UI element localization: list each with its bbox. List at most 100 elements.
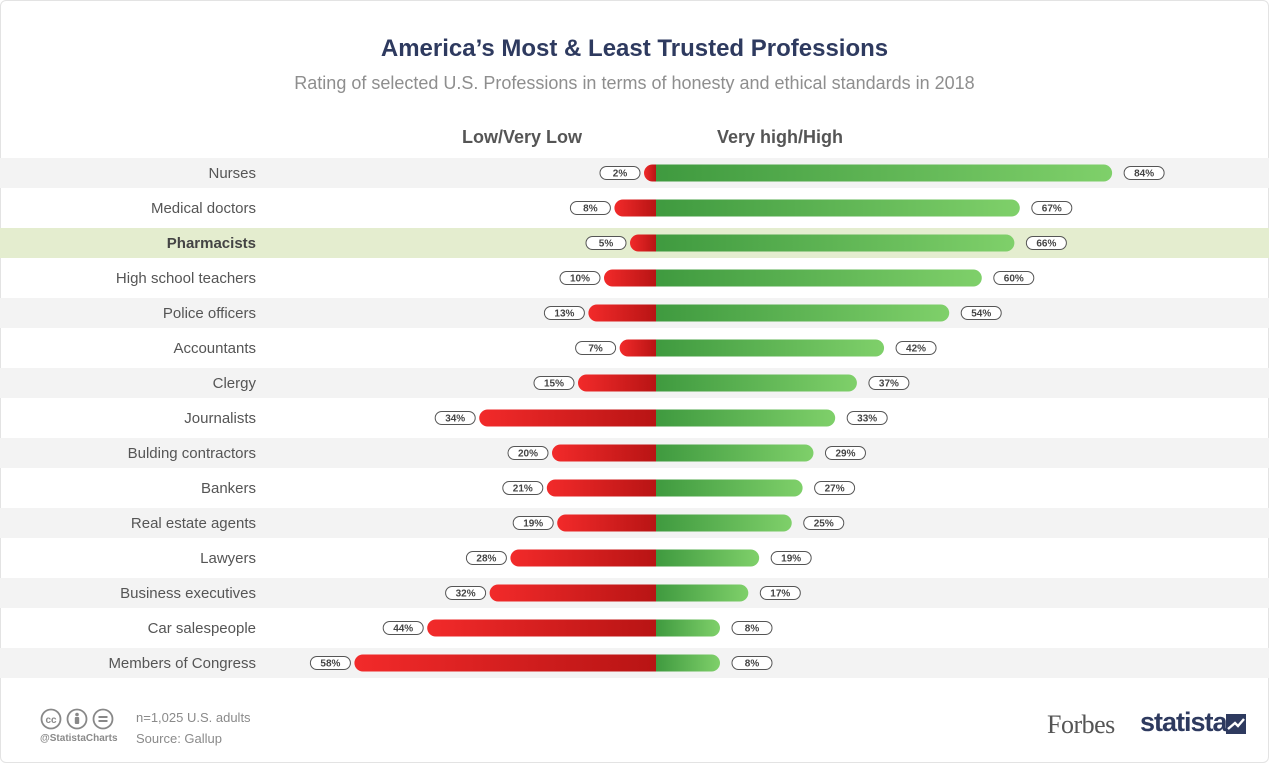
legend-low: Low/Very Low [461, 127, 583, 147]
bar-high [656, 339, 885, 357]
category-label: Business executives [120, 585, 256, 602]
data-label-high-text: 60% [1004, 274, 1024, 285]
sample-size-note: n=1,025 U.S. adults [136, 710, 251, 725]
bar-low [578, 374, 656, 392]
data-label-high-text: 42% [906, 344, 926, 355]
bar-high [656, 479, 803, 497]
chart-title: America’s Most & Least Trusted Professio… [380, 35, 889, 62]
chart-subtitle: Rating of selected U.S. Professions in t… [294, 73, 975, 93]
category-label: Clergy [213, 375, 257, 392]
data-label-high: 67% [1031, 201, 1073, 215]
bar-high [656, 654, 720, 672]
data-label-low-text: 34% [445, 414, 465, 425]
bar-low [427, 619, 656, 637]
bar-high [656, 584, 749, 602]
bar-high [656, 269, 982, 287]
bar-high [656, 234, 1015, 252]
data-label-high: 8% [731, 656, 773, 670]
statista-logo: statista [1140, 707, 1228, 737]
data-label-low-text: 13% [554, 309, 574, 320]
data-label-low: 5% [585, 236, 627, 250]
data-label-high: 66% [1025, 236, 1067, 250]
data-label-low-text: 8% [583, 204, 598, 215]
data-label-high: 60% [993, 271, 1035, 285]
data-label-low: 2% [599, 166, 641, 180]
bar-high [656, 409, 836, 427]
data-label-high: 33% [846, 411, 888, 425]
data-label-high: 25% [803, 516, 845, 530]
category-label: Journalists [184, 410, 256, 427]
data-label-high-text: 33% [857, 414, 877, 425]
data-label-high-text: 29% [835, 449, 855, 460]
data-label-low-text: 21% [513, 484, 533, 495]
bar-low [510, 549, 656, 567]
data-label-high-text: 66% [1036, 239, 1056, 250]
bar-high [656, 514, 792, 532]
bar-high [656, 304, 950, 322]
bar-high [656, 164, 1113, 182]
statista-handle: @StatistaCharts [40, 733, 118, 744]
data-label-low-text: 10% [570, 274, 590, 285]
license-icons: cc [40, 708, 120, 735]
data-label-high: 84% [1123, 166, 1165, 180]
category-label: Car salespeople [148, 620, 256, 637]
data-label-high: 42% [895, 341, 937, 355]
data-label-low-text: 5% [599, 239, 614, 250]
bar-low [479, 409, 656, 427]
data-label-high-text: 8% [745, 659, 760, 670]
data-label-low-text: 15% [544, 379, 564, 390]
legend-high: Very high/High [716, 127, 844, 147]
category-label: Police officers [163, 305, 256, 322]
category-label: Accountants [173, 340, 256, 357]
bar-low [604, 269, 656, 287]
data-label-low-text: 2% [613, 169, 628, 180]
bar-low [588, 304, 656, 322]
data-label-high-text: 27% [825, 484, 845, 495]
data-label-high-text: 54% [971, 309, 991, 320]
category-label: Bankers [201, 480, 256, 497]
category-label: Medical doctors [151, 200, 256, 217]
bar-low [644, 164, 656, 182]
svg-text:cc: cc [45, 715, 57, 726]
data-label-high: 8% [731, 621, 773, 635]
no-derivatives-icon [92, 708, 114, 730]
data-label-high-text: 67% [1042, 204, 1062, 215]
data-label-low: 19% [512, 516, 554, 530]
bar-low [546, 479, 656, 497]
bar-low [354, 654, 656, 672]
data-label-high-text: 84% [1134, 169, 1154, 180]
data-label-high: 37% [868, 376, 910, 390]
data-label-low-text: 32% [456, 589, 476, 600]
data-label-low: 44% [382, 621, 424, 635]
forbes-logo: Forbes [1047, 710, 1115, 739]
data-label-high: 17% [759, 586, 801, 600]
data-label-high-text: 25% [814, 519, 834, 530]
data-label-low: 7% [575, 341, 617, 355]
data-label-low-text: 20% [518, 449, 538, 460]
data-label-high: 19% [770, 551, 812, 565]
data-label-low: 8% [569, 201, 611, 215]
category-label: Members of Congress [108, 655, 256, 672]
category-label: Nurses [208, 165, 256, 182]
data-label-low: 28% [465, 551, 507, 565]
data-label-low: 34% [434, 411, 476, 425]
data-label-high: 29% [824, 446, 866, 460]
bar-low [489, 584, 656, 602]
bar-low [557, 514, 656, 532]
data-label-high-text: 8% [745, 624, 760, 635]
cc-icon: cc [40, 708, 62, 730]
data-label-low: 10% [559, 271, 601, 285]
category-label: Bulding contractors [128, 445, 256, 462]
data-label-low: 15% [533, 376, 575, 390]
data-label-high-text: 37% [879, 379, 899, 390]
bar-high [656, 549, 760, 567]
category-label: Pharmacists [167, 235, 256, 252]
bar-high [656, 374, 857, 392]
data-label-high: 27% [814, 481, 856, 495]
data-label-low-text: 19% [523, 519, 543, 530]
data-label-high-text: 19% [781, 554, 801, 565]
data-label-low-text: 7% [588, 344, 603, 355]
statista-mark-icon [1226, 714, 1246, 739]
data-label-low-text: 28% [476, 554, 496, 565]
data-label-low-text: 44% [393, 624, 413, 635]
